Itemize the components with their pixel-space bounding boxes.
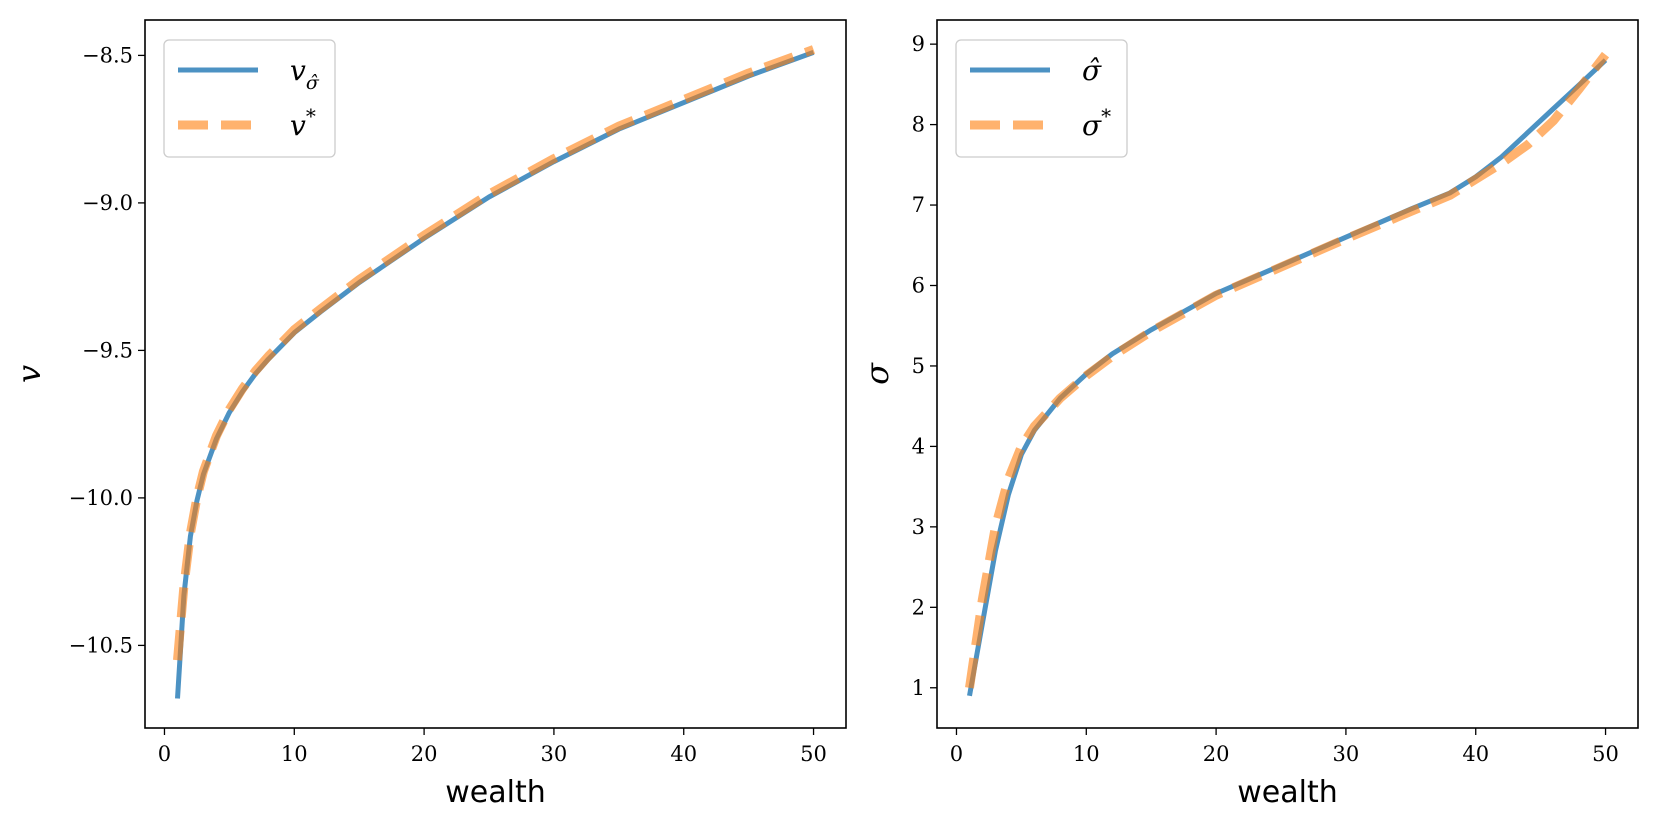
plot-frame — [936, 19, 1639, 729]
y-tick-label: 1 — [912, 676, 925, 700]
x-tick-label: 40 — [1462, 742, 1489, 766]
y-tick-label: 8 — [912, 113, 925, 137]
legend-label-superscript: * — [1101, 104, 1111, 128]
x-axis-label: wealth — [445, 775, 546, 810]
legend-label-2: σ* — [1082, 104, 1111, 142]
legend-label-main: σ — [1082, 109, 1102, 142]
legend-label-superscript: * — [306, 104, 316, 128]
legend-box — [955, 39, 1128, 158]
legend-label-subscript: σ̂ — [306, 72, 320, 94]
y-axis-label: σ — [858, 362, 896, 385]
x-tick-label: 20 — [411, 742, 438, 766]
chart-panel-1: 0 10 20 30 40 50 −10.5 −10.0 −9.5 −9.0 −8.5 wealth v… — [10, 19, 847, 810]
x-tick-label: 10 — [1073, 742, 1100, 766]
legend-label-1: vσ̂ — [290, 54, 320, 94]
legend-label-1: σ̂ — [1082, 54, 1102, 87]
x-tick-label: 0 — [158, 742, 171, 766]
y-tick-label: −10.5 — [69, 633, 133, 657]
x-tick-label: 10 — [281, 742, 308, 766]
y-tick-label: −10.0 — [69, 486, 133, 510]
y-tick-label: −9.0 — [82, 191, 133, 215]
y-tick-label: 5 — [912, 354, 925, 378]
y-tick-label: 6 — [912, 274, 925, 298]
series-line-2 — [173, 45, 816, 661]
y-tick-label: −9.5 — [82, 338, 133, 362]
x-tick-label: 40 — [670, 742, 697, 766]
series-line-2 — [965, 51, 1610, 689]
y-tick-label: 7 — [912, 193, 925, 217]
legend-label-main: v — [290, 109, 306, 142]
legend-box — [163, 39, 336, 158]
x-axis-label: wealth — [1237, 775, 1338, 810]
y-axis-label: v — [10, 365, 48, 383]
plot-frame — [144, 19, 847, 729]
y-tick-label: 9 — [912, 32, 925, 56]
legend-label-main: σ̂ — [1082, 54, 1102, 87]
y-tick-label: 2 — [912, 595, 925, 619]
legend-label-main: v — [290, 54, 306, 87]
x-tick-label: 20 — [1203, 742, 1230, 766]
y-tick-label: −8.5 — [82, 43, 133, 67]
y-tick-label: 3 — [912, 515, 925, 539]
x-tick-label: 0 — [950, 742, 963, 766]
y-tick-label: 4 — [912, 434, 925, 458]
x-tick-label: 50 — [1592, 742, 1619, 766]
x-tick-label: 30 — [1333, 742, 1360, 766]
legend-label-2: v* — [290, 104, 316, 142]
x-tick-label: 50 — [800, 742, 827, 766]
x-tick-label: 30 — [541, 742, 568, 766]
